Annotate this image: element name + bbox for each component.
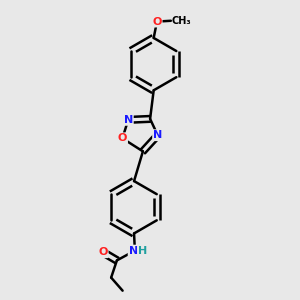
- Text: O: O: [118, 133, 127, 143]
- Text: H: H: [138, 246, 147, 256]
- Text: N: N: [129, 246, 138, 256]
- Text: O: O: [98, 247, 108, 257]
- Text: O: O: [152, 16, 162, 27]
- Text: N: N: [153, 130, 162, 140]
- Text: CH₃: CH₃: [172, 16, 191, 26]
- Text: N: N: [124, 115, 133, 125]
